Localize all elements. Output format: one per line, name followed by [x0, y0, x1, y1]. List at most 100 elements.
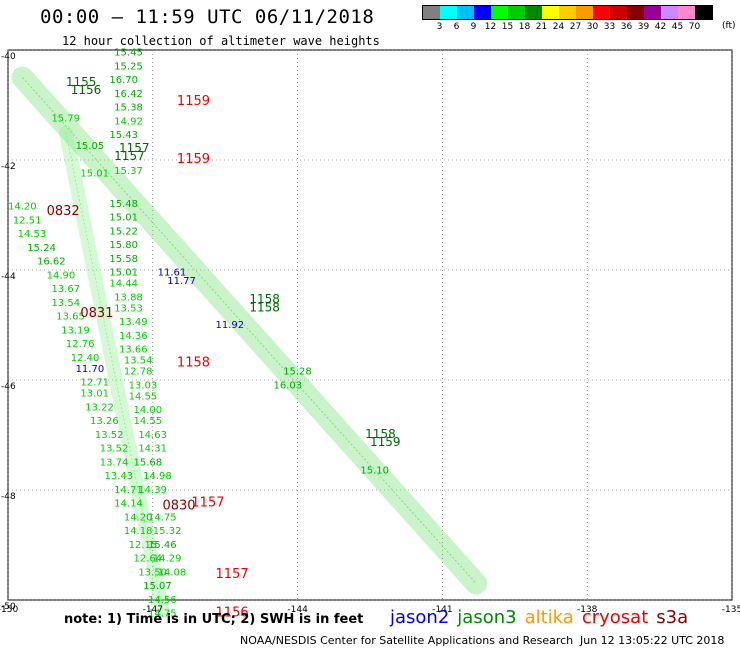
wave-height-label: 12.71 — [80, 378, 109, 389]
wave-height-label: 11.77 — [167, 276, 196, 287]
colorbar-swatch — [474, 6, 491, 19]
colorbar-swatch — [491, 6, 508, 19]
wave-height-label: 14.20 — [8, 202, 37, 213]
wave-height-label: 14.31 — [138, 444, 167, 455]
satellite-tracks — [11, 66, 488, 618]
pass-time-label: 1156 — [216, 606, 249, 621]
x-tick-label: -144 — [287, 605, 308, 615]
satellite-track-edge — [22, 77, 477, 584]
y-tick-label: -46 — [1, 382, 16, 392]
wave-height-label: 15.24 — [27, 243, 56, 254]
wave-height-labels: 15.45 15.25 16.70 16.42 15.38 15.79 14.92 15.43… — [8, 48, 389, 620]
wave-height-label: 13.52 — [100, 444, 129, 455]
y-tick-label: -44 — [1, 272, 16, 282]
pass-time-label: 1159 — [370, 435, 401, 449]
pass-time-label: 1155 — [66, 75, 97, 89]
wave-height-label: 14.00 — [133, 405, 162, 416]
wave-height-label: 14.14 — [114, 499, 143, 510]
generated-timestamp: Jun 12 13:05:22 UTC 2018 — [580, 634, 725, 647]
wave-height-label: 14.75 — [148, 609, 177, 620]
satellite-track-edge — [65, 132, 163, 612]
colorbar-label: 45 — [671, 22, 684, 32]
wave-height-label: 14.55 — [129, 391, 158, 402]
wave-height-label: 15.45 — [114, 48, 143, 59]
satellite-legend: jason2 jason3 altika cryosat s3a — [390, 607, 696, 628]
wave-height-label: 13.19 — [61, 325, 90, 336]
wave-height-label: 15.22 — [109, 226, 138, 237]
colorbar-label: 39 — [637, 22, 650, 32]
plot-frame — [7, 49, 733, 601]
wave-height-label: 15.10 — [360, 466, 389, 477]
x-tick-label: -147 — [143, 605, 163, 615]
wave-height-label: 14.39 — [138, 485, 167, 496]
credit-text: NOAA/NESDIS Center for Satellite Applica… — [240, 634, 574, 647]
wave-height-label: 12.64 — [133, 554, 162, 565]
wave-height-label: 14.18 — [124, 526, 153, 537]
wave-height-label: 15.07 — [143, 581, 172, 592]
wave-height-label: 12.40 — [71, 353, 100, 364]
wave-height-label: 15.37 — [114, 166, 143, 177]
wave-height-label: 13.54 — [124, 356, 153, 367]
colorbar-label: 3 — [436, 22, 443, 32]
wave-height-label: 13.54 — [51, 298, 80, 309]
wave-height-label: 13.66 — [119, 345, 148, 356]
chart-subtitle: 12 hour collection of altimeter wave hei… — [62, 34, 380, 48]
colorbar-label: 30 — [586, 22, 599, 32]
x-tick-label: -141 — [432, 605, 452, 615]
wave-height-label: 14.56 — [148, 595, 177, 606]
wave-height-label: 16.70 — [109, 75, 138, 86]
colorbar-swatch — [695, 6, 712, 19]
colorbar-swatch — [678, 6, 695, 19]
wave-height-label: 14.92 — [114, 116, 143, 127]
colorbar-swatch — [661, 6, 678, 19]
wave-height-label: 14.63 — [138, 430, 167, 441]
wave-height-label: 13.67 — [51, 284, 80, 295]
axis-ticks: -150 -147 -144 -141 -138 -135 -40 -42 -44 -46 -48 -… — [0, 52, 740, 615]
wave-height-label: 13.65 — [56, 312, 85, 323]
wave-height-label: 16.42 — [114, 89, 143, 100]
wave-height-label: 14.20 — [124, 512, 153, 523]
pass-time-label: 1159 — [177, 94, 210, 109]
wave-height-label: 13.22 — [85, 402, 114, 413]
wave-height-label: 13.26 — [90, 416, 119, 427]
colorbar-label: 33 — [603, 22, 616, 32]
units-note: note: 1) Time is in UTC; 2) SWH is in fe… — [64, 612, 364, 627]
wave-height-label: 15.48 — [109, 199, 138, 210]
colorbar-swatches — [422, 5, 713, 20]
wave-height-label: 13.88 — [114, 292, 143, 303]
wave-height-label: 13.53 — [114, 303, 143, 314]
wave-height-label: 15.46 — [148, 540, 177, 551]
wave-height-label: 13.52 — [95, 430, 124, 441]
colorbar-label: 21 — [535, 22, 548, 32]
wave-height-label: 11.70 — [76, 364, 105, 375]
wave-height-label: 14.75 — [148, 512, 177, 523]
y-tick-label: -50 — [1, 602, 16, 612]
wave-height-label: 12.51 — [13, 215, 42, 226]
wave-height-label: 13.74 — [100, 457, 129, 468]
wave-height-label: 14.29 — [153, 554, 182, 565]
wave-height-label: 14.71 — [114, 485, 143, 496]
legend-s3a: s3a — [656, 607, 689, 628]
wave-height-label: 14.53 — [18, 229, 47, 240]
colorbar-swatch — [559, 6, 576, 19]
colorbar-swatch — [593, 6, 610, 19]
colorbar-swatch — [610, 6, 627, 19]
colorbar-unit: (ft) — [722, 21, 736, 31]
wave-height-label: 14.55 — [133, 416, 162, 427]
wave-height-label: 15.32 — [153, 526, 182, 537]
wave-height-label: 14.98 — [143, 471, 172, 482]
colorbar-label: 6 — [453, 22, 460, 32]
colorbar-swatch — [525, 6, 542, 19]
wave-height-label: 13.43 — [105, 471, 134, 482]
colorbar-label: 15 — [501, 22, 514, 32]
colorbar-label: 70 — [688, 22, 701, 32]
y-tick-label: -42 — [1, 162, 16, 172]
wave-height-label: 15.28 — [283, 367, 312, 378]
colorbar-swatch — [508, 6, 525, 19]
x-tick-label: -138 — [577, 605, 598, 615]
colorbar-label: 27 — [569, 22, 582, 32]
wave-height-label: 11.61 — [158, 268, 187, 279]
page-title: 00:00 – 11:59 UTC 06/11/2018 — [40, 6, 375, 28]
wave-height-label: 15.01 — [109, 213, 138, 224]
legend-altika: altika — [524, 607, 574, 628]
